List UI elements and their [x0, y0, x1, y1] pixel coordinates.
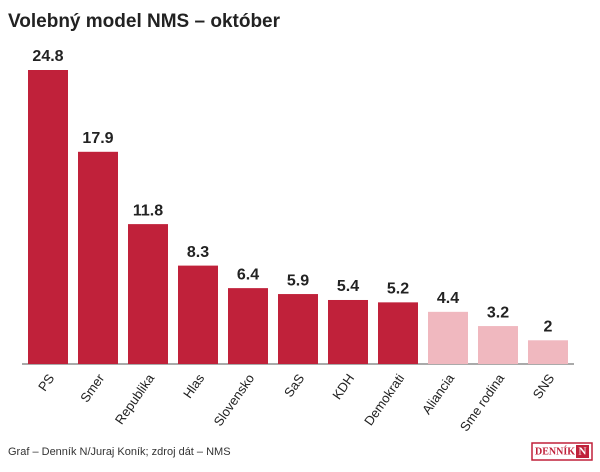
bar [128, 224, 168, 364]
x-tick-label: Aliancia [419, 370, 458, 417]
data-label: 24.8 [32, 48, 63, 65]
logo-text: DENNÍK [535, 445, 575, 457]
data-label: 3.2 [487, 304, 509, 321]
x-tick-label: Smer [77, 371, 107, 406]
bar [328, 299, 368, 364]
x-tick-label: Republika [112, 370, 158, 427]
data-label: 11.8 [133, 202, 163, 219]
data-label: 17.9 [82, 130, 113, 147]
data-label: 4.4 [437, 290, 459, 307]
data-label: 5.9 [287, 272, 309, 289]
data-label: 5.2 [387, 281, 409, 298]
x-tick-label: Demokrati [361, 371, 407, 428]
x-tick-label: Slovensko [211, 371, 258, 429]
data-label: 8.3 [187, 244, 209, 261]
bar [528, 340, 568, 364]
data-label: 2 [544, 319, 553, 336]
x-tick-label: KDH [329, 371, 357, 402]
data-label: 5.4 [337, 278, 359, 295]
x-tick-label: PS [35, 371, 57, 394]
logo-box [576, 445, 589, 458]
bar [278, 294, 318, 364]
x-tick-label: SaS [281, 371, 308, 400]
bar [178, 265, 218, 364]
source-note: Graf – Denník N/Juraj Koník; zdroj dát –… [8, 446, 231, 458]
bar [428, 311, 468, 364]
chart-title: Volebný model NMS – október [8, 11, 281, 32]
bar [28, 70, 68, 364]
data-label: 6.4 [237, 266, 259, 283]
logo: DENNÍK N [531, 442, 593, 461]
bar [78, 151, 118, 364]
x-tick-label: SNS [530, 371, 558, 402]
bar [228, 288, 268, 364]
bar [478, 326, 518, 364]
x-tick-label: Hlas [180, 371, 207, 401]
x-tick-label: Sme rodina [457, 370, 508, 434]
bar [378, 302, 418, 364]
logo-mark: N [579, 446, 587, 458]
